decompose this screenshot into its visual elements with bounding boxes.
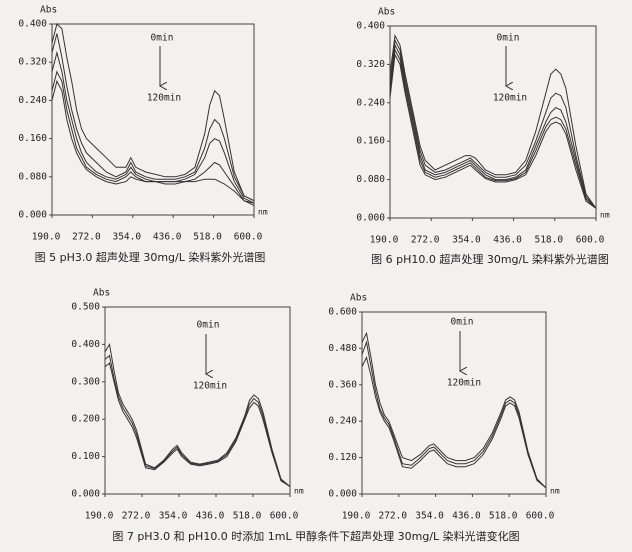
y-tick-label: 0.480 <box>328 343 357 354</box>
plot-frame <box>361 311 547 495</box>
annotation-end: 120min <box>447 378 481 389</box>
annotation-start: 0min <box>197 320 220 331</box>
y-tick-label: 0.000 <box>356 213 385 224</box>
x-tick-label: 600.0 <box>526 511 555 522</box>
x-tick-label: 600.0 <box>234 232 263 243</box>
x-tick-label: 518.0 <box>489 511 518 522</box>
annotation-end: 120min <box>147 93 181 104</box>
y-tick-label: 0.400 <box>356 21 385 32</box>
x-axis-label: nm <box>550 487 560 496</box>
y-tick-label: 0.200 <box>71 414 100 425</box>
chart-caption: 图 6 pH10.0 超声处理 30mg/L 染料紫外光谱图 <box>371 252 609 266</box>
x-tick-label: 190.0 <box>32 232 61 243</box>
x-tick-label: 190.0 <box>342 511 371 522</box>
y-tick-label: 0.120 <box>328 452 357 463</box>
spectrum-line <box>104 354 291 487</box>
x-tick-label: 518.0 <box>233 511 262 522</box>
plot-frame <box>51 23 255 216</box>
x-tick-label: 354.0 <box>112 232 141 243</box>
x-tick-label: 354.0 <box>159 511 188 522</box>
x-tick-label: 600.0 <box>576 235 605 246</box>
spectrum-line <box>361 340 547 489</box>
x-tick-label: 518.0 <box>534 235 563 246</box>
annotation-end: 120min <box>493 93 527 104</box>
spectrum-line <box>51 50 255 204</box>
annotation-start: 0min <box>151 33 174 44</box>
y-axis-label: Abs <box>350 293 367 304</box>
y-tick-label: 0.320 <box>18 57 47 68</box>
y-tick-label: 0.080 <box>18 171 47 182</box>
x-tick-label: 436.0 <box>196 511 225 522</box>
spectrum-line <box>51 70 255 204</box>
x-tick-label: 436.0 <box>153 232 182 243</box>
plot-frame <box>104 306 291 495</box>
spectrum-line <box>389 43 597 209</box>
x-tick-label: 600.0 <box>270 511 299 522</box>
y-tick-label: 0.360 <box>328 379 357 390</box>
spectrum-line <box>51 33 255 202</box>
x-tick-label: 272.0 <box>411 235 440 246</box>
x-tick-label: 272.0 <box>378 511 407 522</box>
y-tick-label: 0.320 <box>356 59 385 70</box>
x-tick-label: 190.0 <box>85 511 114 522</box>
spectrum-line <box>51 79 255 206</box>
y-tick-label: 0.240 <box>18 95 47 106</box>
plot-frame <box>389 25 597 219</box>
x-tick-label: 436.0 <box>452 511 481 522</box>
figure-caption: 图 7 pH3.0 和 pH10.0 时添加 1mL 甲醇条件下超声处理 30m… <box>112 529 519 543</box>
spectrum-line <box>51 23 255 202</box>
y-axis-label: Abs <box>40 5 57 16</box>
x-tick-label: 354.0 <box>452 235 481 246</box>
x-tick-label: 272.0 <box>122 511 151 522</box>
spectrum-line <box>104 342 291 487</box>
spectrum-line <box>389 38 597 209</box>
y-tick-label: 0.400 <box>71 339 100 350</box>
spectrum-line <box>389 33 597 209</box>
y-axis-label: Abs <box>378 7 395 18</box>
y-tick-label: 0.000 <box>18 210 47 221</box>
y-tick-label: 0.400 <box>18 19 47 30</box>
annotation-start: 0min <box>497 33 520 44</box>
annotation-end: 120min <box>193 381 227 392</box>
y-tick-label: 0.000 <box>328 489 357 500</box>
x-tick-label: 190.0 <box>370 235 399 246</box>
annotation-start: 0min <box>451 317 474 328</box>
y-tick-label: 0.240 <box>328 416 357 427</box>
chart-caption: 图 5 pH3.0 超声处理 30mg/L 染料紫外光谱图 <box>35 250 266 264</box>
y-tick-label: 0.500 <box>71 302 100 313</box>
x-tick-label: 436.0 <box>493 235 522 246</box>
y-axis-label: Abs <box>93 288 110 299</box>
x-tick-label: 272.0 <box>72 232 101 243</box>
y-tick-label: 0.160 <box>356 136 385 147</box>
x-tick-label: 354.0 <box>415 511 444 522</box>
y-tick-label: 0.080 <box>356 174 385 185</box>
spectrum-line <box>389 53 597 209</box>
x-tick-label: 518.0 <box>193 232 222 243</box>
spectrum-line <box>389 48 597 209</box>
y-tick-label: 0.240 <box>356 97 385 108</box>
x-axis-label: nm <box>258 208 268 217</box>
spectrum-line <box>361 356 547 489</box>
x-axis-label: nm <box>294 487 304 496</box>
y-tick-label: 0.160 <box>18 133 47 144</box>
y-tick-label: 0.600 <box>328 307 357 318</box>
x-axis-label: nm <box>600 211 610 220</box>
y-tick-label: 0.100 <box>71 451 100 462</box>
y-tick-label: 0.300 <box>71 376 100 387</box>
spectrum-line <box>104 362 291 487</box>
y-tick-label: 0.000 <box>71 489 100 500</box>
spectrum-line <box>361 331 547 489</box>
